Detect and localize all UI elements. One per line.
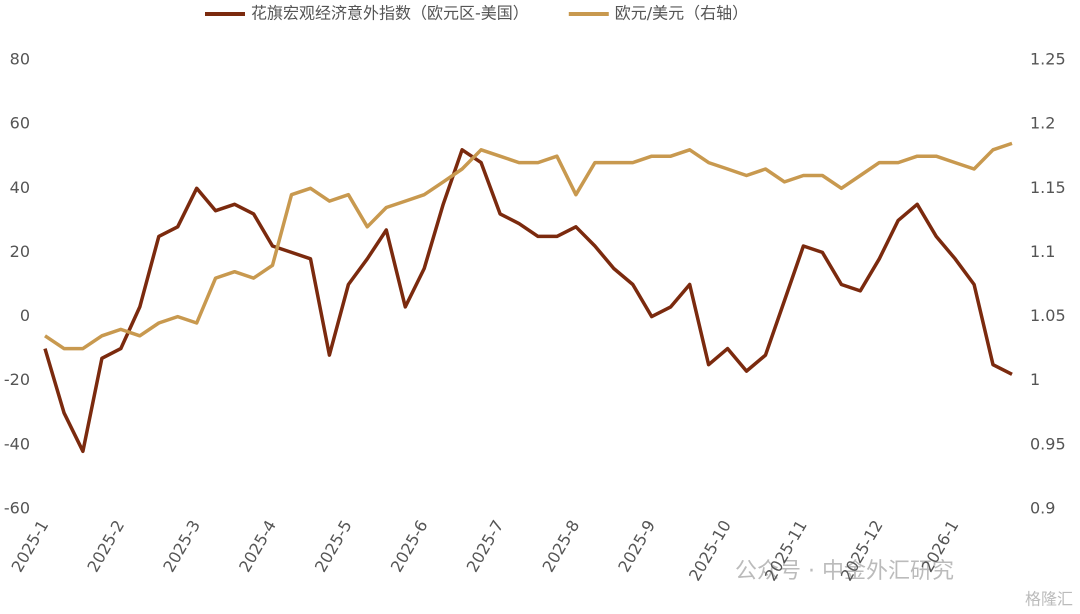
y2-tick-label: 0.95	[1030, 434, 1066, 453]
y-tick-label: 40	[10, 178, 30, 197]
y2-tick-label: 1.1	[1030, 242, 1055, 261]
y-tick-label: -60	[4, 499, 30, 518]
x-tick-label: 2025-2	[83, 517, 128, 576]
y2-tick-label: 1.05	[1030, 306, 1066, 325]
legend-label: 欧元/美元（右轴）	[615, 4, 748, 23]
y2-tick-label: 1.2	[1030, 114, 1055, 133]
x-tick-label: 2025-1	[8, 517, 53, 576]
series-line	[44, 141, 1013, 351]
series-line	[43, 148, 1013, 454]
watermark-logo: 格隆汇	[1025, 590, 1073, 609]
y-tick-label: 0	[20, 306, 30, 325]
x-tick-label: 2025-8	[538, 517, 583, 576]
x-tick-label: 2025-3	[159, 517, 204, 576]
y2-tick-label: 1.25	[1030, 50, 1066, 69]
y-tick-label: 20	[10, 242, 30, 261]
y-tick-label: -40	[4, 434, 30, 453]
x-tick-label: 2025-10	[685, 517, 735, 584]
x-tick-label: 2025-4	[235, 517, 280, 576]
y-tick-label: 80	[10, 50, 30, 69]
x-tick-label: 2025-5	[311, 517, 356, 576]
y2-tick-label: 1.15	[1030, 178, 1066, 197]
y2-tick-label: 0.9	[1030, 499, 1055, 518]
legend-label: 花旗宏观经济意外指数（欧元区-美国）	[251, 4, 529, 23]
y-tick-label: -20	[4, 370, 30, 389]
x-tick-label: 2025-9	[614, 517, 659, 576]
x-tick-label: 2025-7	[463, 517, 508, 576]
y-tick-label: 60	[10, 114, 30, 133]
y2-tick-label: 1	[1030, 370, 1040, 389]
watermark: 公众号 · 中金外汇研究	[735, 559, 954, 584]
x-tick-label: 2025-6	[387, 517, 432, 576]
